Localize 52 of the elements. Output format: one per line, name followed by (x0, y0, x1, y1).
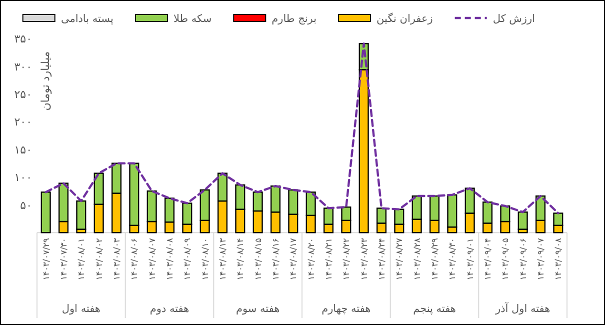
y-tick-label: ۲۵۰ (14, 88, 32, 102)
text: هفته اول (62, 303, 100, 315)
x-tick-label: ۱۴۰۳/۰۸/۰۸ (166, 238, 176, 280)
x-tick-label: ۱۴۰۳/۰۸/۳۰ (448, 238, 458, 280)
x-tick-label: ۱۴۰۳/۰۸/۱۰ (200, 238, 211, 280)
legend-label: زعفران نگین (376, 12, 433, 25)
x-tick-label: ۱۴۰۳/۰۸/۱۵ (254, 238, 264, 280)
y-tick-label: ۵۰ (20, 198, 32, 212)
y-tick-label: ۱۰۰ (14, 171, 32, 184)
y-tick-label: ۳۵۰ (14, 32, 32, 46)
bar (40, 192, 51, 234)
x-tick-label: ۱۴۰۳/۰۸/۲۱ (324, 238, 334, 280)
x-tick-label: ۱۴۰۳/۰۹/۰۱ (466, 238, 476, 280)
x-tick-label: ۱۴۰۳/۰۸/۰۹ (183, 238, 194, 280)
x-tick-label: ۱۴۰۳/۰۷/۲۹ (42, 238, 52, 280)
text: هفته سوم (236, 303, 280, 315)
x-tick-label: ۱۴۰۳/۰۸/۰۳ (112, 238, 122, 280)
x-tick-label: ۱۴۰۳/۰۸/۰۲ (94, 238, 105, 280)
x-tick-label: ۱۴۰۳/۰۹/۰۵ (501, 238, 512, 280)
x-tick-label: ۱۴۰۳/۰۸/۲۰ (306, 238, 317, 280)
x-tick-label: ۱۴۰۳/۰۸/۲۴ (378, 238, 388, 280)
x-tick-label: ۱۴۰۳/۰۸/۲۸ (412, 238, 423, 280)
y-tick-label: ۳۰۰ (14, 60, 32, 74)
bar (76, 200, 86, 230)
x-tick-label: ۱۴۰۳/۰۸/۲۳ (360, 238, 370, 280)
x-tick-label: ۱۴۰۳/۰۸/۲۷ (395, 238, 406, 280)
x-tick-label: ۱۴۰۳/۰۹/۰۶ (518, 238, 529, 280)
y-tick-label: ۲۰۰ (14, 116, 32, 129)
x-tick-label: ۱۴۰۳/۰۸/۱۷ (289, 238, 300, 280)
y-axis-title: میلیارد تومان (39, 51, 52, 111)
bar (518, 211, 528, 230)
x-tick-label: ۱۴۰۳/۰۹/۰۷ (536, 238, 546, 280)
x-tick-label: ۱۴۰۳/۰۸/۰۱ (77, 238, 88, 280)
legend-label: پسته بادامی (60, 13, 114, 25)
x-tick-label: ۱۴۰۳/۰۸/۱۶ (272, 238, 282, 280)
text: هفته پنجم (413, 303, 456, 315)
x-tick-label: ۱۴۰۳/۰۹/۰۴ (484, 238, 494, 280)
text: هفته اول آذر (494, 302, 550, 315)
x-tick-label: ۱۴۰۳/۰۸/۰۶ (130, 238, 140, 280)
legend-label: ارزش کل (492, 13, 535, 25)
x-tick-label: ۱۴۰۳/۰۸/۰۷ (148, 238, 158, 280)
x-tick-label: ۱۴۰۳/۰۹/۰۸ (554, 238, 564, 280)
x-tick-label: ۱۴۰۳/۰۷/۳۰ (60, 238, 70, 280)
text: هفته چهارم (322, 303, 371, 315)
legend-label: برنج طارم (272, 13, 317, 25)
text: هفته دوم (150, 303, 190, 315)
y-tick-label: ۱۵۰ (14, 143, 32, 156)
x-tick-label: ۱۴۰۳/۰۸/۱۴ (236, 238, 246, 280)
legend-label: سکه طلا (173, 13, 212, 25)
x-tick-label: ۱۴۰۳/۰۸/۱۳ (218, 238, 228, 280)
x-tick-label: ۱۴۰۳/۰۸/۲۹ (430, 238, 440, 280)
x-tick-label: ۱۴۰۳/۰۸/۲۲ (342, 238, 352, 280)
